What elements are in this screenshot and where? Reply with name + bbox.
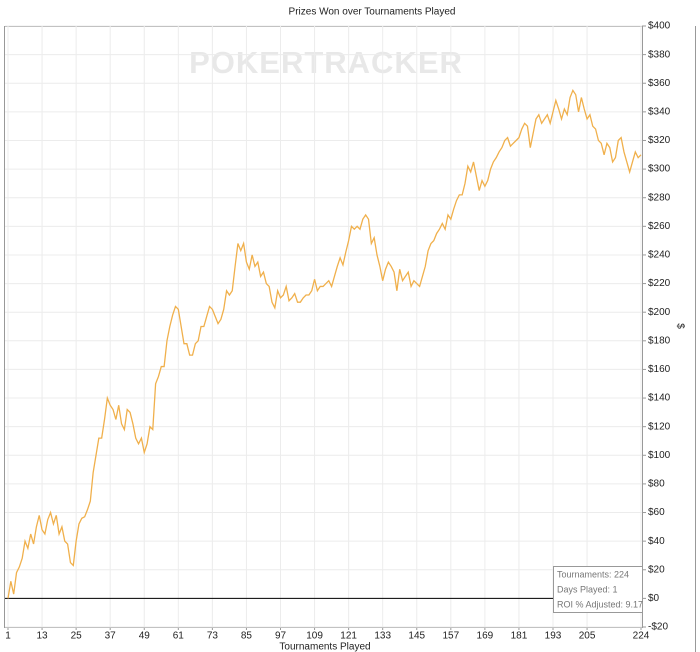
chart-title: Prizes Won over Tournaments Played — [289, 7, 456, 18]
x-tick-label: 49 — [139, 631, 151, 642]
x-tick-label: 85 — [241, 631, 253, 642]
x-tick-label: 145 — [408, 631, 425, 642]
y-tick-label: $240 — [648, 250, 671, 261]
y-tick-label: $360 — [648, 78, 671, 89]
x-tick-label: 157 — [442, 631, 459, 642]
y-tick-label: $160 — [648, 364, 671, 375]
info-text: Days Played: 1 — [557, 584, 618, 594]
y-tick-label: $220 — [648, 278, 671, 289]
y-axis-label: $ — [674, 323, 685, 329]
x-axis-label: Tournaments Played — [279, 642, 370, 652]
x-tick-label: 133 — [374, 631, 391, 642]
x-tick-label: 25 — [71, 631, 83, 642]
data-line — [7, 88, 642, 599]
y-tick-label: $380 — [648, 49, 671, 60]
y-tick-label: $260 — [648, 221, 671, 232]
x-tick-label: 169 — [477, 631, 494, 642]
y-tick-label: $140 — [648, 393, 671, 404]
y-tick-label: $40 — [648, 536, 665, 547]
y-tick-label: $60 — [648, 507, 665, 518]
y-tick-label: $300 — [648, 164, 671, 175]
x-tick-label: 13 — [37, 631, 49, 642]
y-tick-label: $340 — [648, 106, 671, 117]
y-tick-label: $280 — [648, 192, 671, 203]
y-tick-label: $100 — [648, 450, 671, 461]
x-tick-label: 193 — [545, 631, 562, 642]
y-tick-label: $120 — [648, 421, 671, 432]
x-tick-label: 224 — [633, 631, 650, 642]
x-tick-label: 1 — [5, 631, 11, 642]
y-tick-label: -$20 — [648, 622, 668, 633]
x-tick-label: 109 — [306, 631, 323, 642]
y-tick-label: $180 — [648, 335, 671, 346]
y-tick-label: $20 — [648, 564, 665, 575]
y-tick-label: $400 — [648, 21, 671, 32]
info-text: Tournaments: 224 — [557, 569, 629, 579]
info-box — [553, 566, 643, 613]
x-tick-label: 61 — [173, 631, 185, 642]
x-tick-label: 181 — [511, 631, 528, 642]
x-tick-label: 73 — [207, 631, 219, 642]
x-tick-label: 121 — [340, 631, 357, 642]
watermark: POKERTRACKER — [189, 45, 463, 80]
info-text: ROI % Adjusted: 9.17 — [557, 599, 643, 609]
x-tick-label: 37 — [105, 631, 117, 642]
y-tick-label: $320 — [648, 135, 671, 146]
y-tick-label: $200 — [648, 307, 671, 318]
plot-frame — [4, 26, 643, 628]
y-tick-label: $0 — [648, 593, 660, 604]
x-tick-label: 97 — [275, 631, 287, 642]
y-tick-label: $80 — [648, 479, 665, 490]
x-tick-label: 205 — [579, 631, 596, 642]
